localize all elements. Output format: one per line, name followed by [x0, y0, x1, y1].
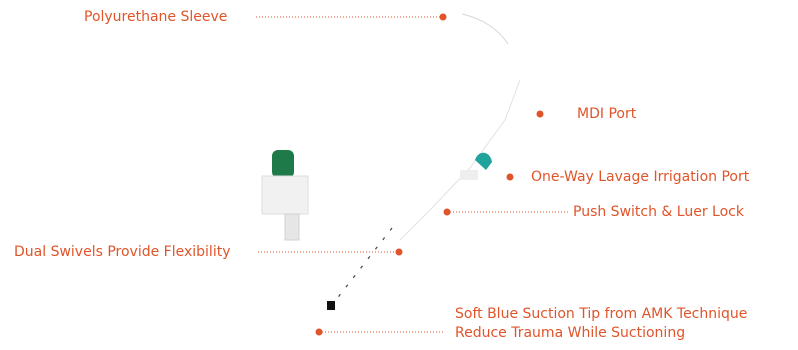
dot-push-switch	[443, 208, 451, 216]
lavage-port-part	[460, 152, 492, 180]
catheter-body	[399, 79, 521, 241]
swivel-assembly	[261, 150, 309, 241]
label-lavage-port: One-Way Lavage Irrigation Port	[531, 169, 750, 185]
sleeve-tube	[461, 13, 509, 45]
label-polyurethane-sleeve: Polyurethane Sleeve	[84, 9, 228, 25]
dot-swivels	[395, 248, 403, 256]
label-push-switch: Push Switch & Luer Lock	[573, 204, 744, 220]
dot-sleeve	[439, 13, 447, 21]
suction-tip	[327, 301, 335, 310]
label-suction-tip-line2: Reduce Trauma While Suctioning	[455, 325, 686, 341]
label-suction-tip-line1: Soft Blue Suction Tip from AMK Technique	[455, 306, 748, 322]
dot-lavage	[506, 173, 514, 181]
catheter-tube	[331, 227, 393, 306]
label-dual-swivels: Dual Swivels Provide Flexibility	[14, 244, 231, 260]
dot-suction-tip	[315, 328, 323, 336]
label-mdi-port: MDI Port	[577, 106, 637, 122]
dot-mdi	[536, 110, 544, 118]
label-suction-tip: Soft Blue Suction Tip from AMK Technique…	[455, 305, 747, 343]
